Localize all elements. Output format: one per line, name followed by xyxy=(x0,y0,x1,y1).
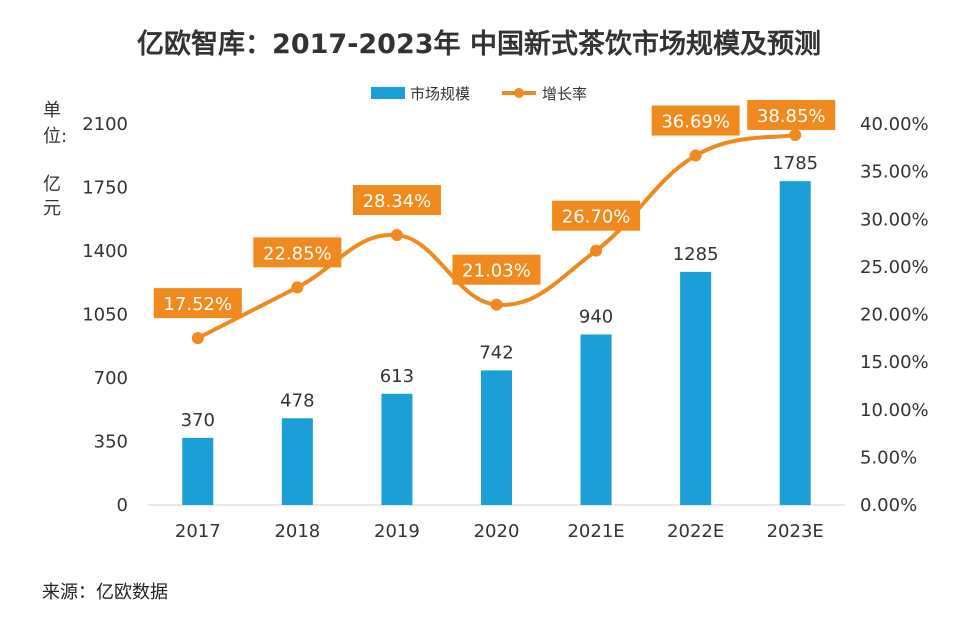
bar-value-label: 370 xyxy=(181,410,215,431)
growth-rate-label-box xyxy=(452,254,541,285)
growth-rate-label: 36.69% xyxy=(661,112,730,133)
growth-rate-label-box xyxy=(651,105,740,136)
right-axis-tick-label: 0.00% xyxy=(860,495,917,516)
x-axis-tick-label: 2018 xyxy=(274,521,320,542)
growth-rate-point xyxy=(390,229,403,242)
growth-rate-label-box xyxy=(747,99,836,130)
right-axis-tick-label: 25.00% xyxy=(860,257,929,278)
bar-value-label: 742 xyxy=(479,342,513,363)
x-axis-tick-label: 2020 xyxy=(474,521,520,542)
left-axis-unit-label: 单 xyxy=(43,100,61,121)
x-axis-tick-label: 2019 xyxy=(374,521,420,542)
growth-rate-label: 21.03% xyxy=(462,261,531,282)
growth-rate-label-box xyxy=(352,185,441,216)
bar-value-label: 1285 xyxy=(673,244,719,265)
growth-rate-label: 22.85% xyxy=(263,243,332,264)
bar xyxy=(381,393,413,505)
bar xyxy=(580,334,612,505)
x-axis-tick-label: 2023E xyxy=(767,521,824,542)
right-axis-tick-label: 35.00% xyxy=(860,162,929,183)
growth-rate-point xyxy=(490,298,503,311)
growth-rate-point xyxy=(291,281,304,294)
right-axis-tick-label: 20.00% xyxy=(860,305,929,326)
bar xyxy=(481,370,512,505)
growth-rate-label-box xyxy=(153,288,242,319)
growth-rate-label: 28.34% xyxy=(363,191,432,212)
legend-line-marker xyxy=(514,88,524,98)
growth-rate-point xyxy=(689,149,702,162)
legend-bar-label: 市场规模 xyxy=(410,85,470,103)
growth-rate-label: 38.85% xyxy=(757,106,826,127)
source-note: 来源：亿欧数据 xyxy=(42,582,168,603)
right-axis-tick-label: 10.00% xyxy=(860,400,929,421)
right-axis-tick-label: 30.00% xyxy=(860,209,929,230)
legend-bar-swatch xyxy=(371,87,405,99)
right-axis-tick-label: 15.00% xyxy=(860,352,929,373)
growth-rate-point xyxy=(789,128,802,141)
left-axis-unit-label: 元 xyxy=(43,198,61,219)
left-axis-tick-label: 1750 xyxy=(82,178,128,199)
right-axis-tick-label: 40.00% xyxy=(860,114,929,135)
left-axis-tick-label: 0 xyxy=(117,495,128,516)
left-axis-tick-label: 350 xyxy=(94,432,128,453)
left-axis-tick-label: 1400 xyxy=(82,241,128,262)
bar-value-label: 940 xyxy=(579,306,613,327)
growth-rate-point xyxy=(590,244,603,257)
x-axis-tick-label: 2017 xyxy=(175,521,221,542)
growth-rate-label-box xyxy=(253,237,342,268)
bar-value-label: 478 xyxy=(280,390,314,411)
x-axis-tick-label: 2021E xyxy=(567,521,624,542)
growth-rate-point xyxy=(191,332,204,345)
x-axis-tick-label: 2022E xyxy=(667,521,724,542)
legend-line-label: 增长率 xyxy=(542,85,587,103)
left-axis-tick-label: 2100 xyxy=(82,114,128,135)
left-axis-unit-label: 位: xyxy=(43,126,67,147)
bar-value-label: 613 xyxy=(380,366,414,387)
growth-rate-label-box xyxy=(552,200,641,231)
left-axis-tick-label: 1050 xyxy=(82,305,128,326)
bar-value-label: 1785 xyxy=(772,153,818,174)
bar xyxy=(779,181,811,505)
left-axis-unit-label: 亿 xyxy=(43,174,61,195)
bar xyxy=(182,437,214,505)
right-axis-tick-label: 5.00% xyxy=(860,447,917,468)
bar xyxy=(680,271,712,505)
bar xyxy=(281,418,313,505)
chart-title: 亿欧智库：2017-2023年 中国新式茶饮市场规模及预测 xyxy=(137,29,821,60)
growth-rate-label: 17.52% xyxy=(163,294,232,315)
growth-rate-label: 26.70% xyxy=(562,207,631,228)
left-axis-tick-label: 700 xyxy=(94,368,128,389)
